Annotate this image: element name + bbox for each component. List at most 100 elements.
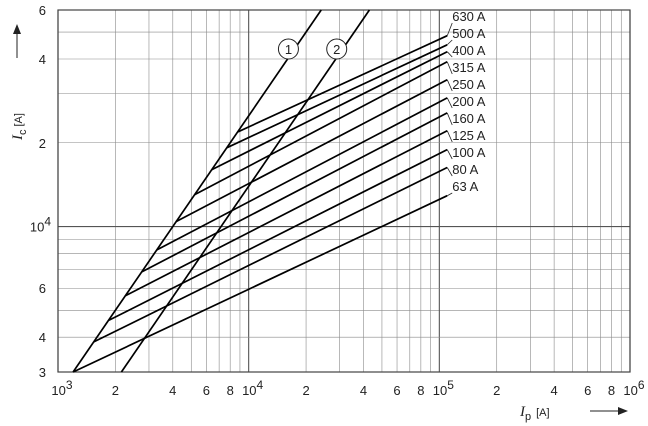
label-leader [446,167,453,177]
line [194,60,448,196]
line [72,194,448,373]
series-label: 200 A [452,94,486,109]
tick-label: 2 [493,383,500,398]
label-leader [446,130,453,143]
y-axis-subscript: c [17,129,29,135]
tick-label: 2 [302,383,309,398]
label-leader [446,97,453,109]
line [175,78,448,223]
tick-label-base: 10 [433,383,447,398]
series-label: 630 A [452,9,486,24]
series-label: 125 A [452,128,486,143]
tick-label-base: 2 [39,136,46,151]
tick-label: 6 [203,383,210,398]
label-leader [446,22,453,36]
x-axis-subscript: p [525,411,531,423]
tick-label: 4 [39,330,46,345]
tick-label-base: 10 [51,383,65,398]
tick-label-exponent: 4 [44,215,51,229]
label-leader [446,149,453,160]
tick-label-base: 8 [227,383,234,398]
tick-label: 8 [608,383,615,398]
tick-label-exponent: 4 [257,378,264,392]
label-leader [446,51,453,58]
tick-label-base: 2 [112,383,119,398]
y-axis-symbol: I [10,134,26,141]
y-axis-unit: [A] [13,113,25,126]
series-label: 315 A [452,60,486,75]
tick-label-base: 10 [623,383,637,398]
x-axis-symbol: I [519,404,526,420]
tick-label-base: 6 [584,383,591,398]
series-label: 400 A [452,43,486,58]
tick-label: 3 [39,365,46,380]
tick-label-base: 6 [393,383,400,398]
tick-label: 8 [227,383,234,398]
tick-label: 2 [112,383,119,398]
tick-label-base: 4 [169,383,176,398]
label-leader [446,79,453,92]
tick-label: 6 [584,383,591,398]
line [237,34,448,133]
tick-label-base: 3 [39,365,46,380]
tick-label-base: 10 [242,383,256,398]
tick-label-exponent: 6 [638,378,645,392]
label-leader [447,192,453,197]
curve-label: 2 [333,42,340,57]
tick-label: 104 [30,215,51,235]
tick-label-base: 10 [30,220,44,235]
tick-label-base: 2 [493,383,500,398]
series-label: 160 A [452,111,486,126]
line [72,9,322,373]
tick-label: 105 [433,378,454,398]
label-leader [446,39,453,46]
y-axis-label: Ic [A] [10,113,29,141]
tick-label: 2 [39,136,46,151]
series-label: 100 A [452,145,486,160]
line [141,112,448,273]
series-label: 250 A [452,77,486,92]
x-axis-label: Ip [A] [519,404,550,423]
tick-label-base: 6 [203,383,210,398]
x-axis-unit: [A] [536,407,549,419]
line [226,44,448,149]
tick-label-base: 6 [39,281,46,296]
line [93,166,448,343]
curve-label-circle [326,38,348,60]
tick-label: 104 [242,378,263,398]
tick-label: 4 [551,383,558,398]
tick-label: 8 [417,383,424,398]
tick-label: 103 [51,378,72,398]
tick-label: 6 [393,383,400,398]
label-leader [446,112,453,126]
series-label: 80 A [452,162,478,177]
tick-label-base: 4 [39,52,46,67]
tick-label-base: 8 [608,383,615,398]
series-label: 63 A [452,179,478,194]
tick-label-base: 4 [551,383,558,398]
tick-label-base: 6 [39,3,46,18]
tick-label-exponent: 3 [66,378,73,392]
tick-label: 6 [39,281,46,296]
line [156,97,448,251]
tick-label-base: 2 [302,383,309,398]
line [211,50,448,171]
tick-label: 106 [623,378,644,398]
line [120,9,371,373]
tick-label: 4 [39,52,46,67]
curve-label-circle [277,38,299,60]
tick-label-base: 8 [417,383,424,398]
tick-label-base: 4 [360,383,367,398]
label-leader [446,61,453,75]
tick-label-base: 4 [39,330,46,345]
y-axis-arrowhead [13,24,21,34]
tick-label: 4 [360,383,367,398]
series-label: 500 A [452,26,486,41]
plot-frame [57,9,631,373]
x-axis-arrowhead [618,407,628,415]
line [124,129,448,297]
tick-label: 4 [169,383,176,398]
line [108,148,448,322]
tick-label-exponent: 5 [447,378,454,392]
